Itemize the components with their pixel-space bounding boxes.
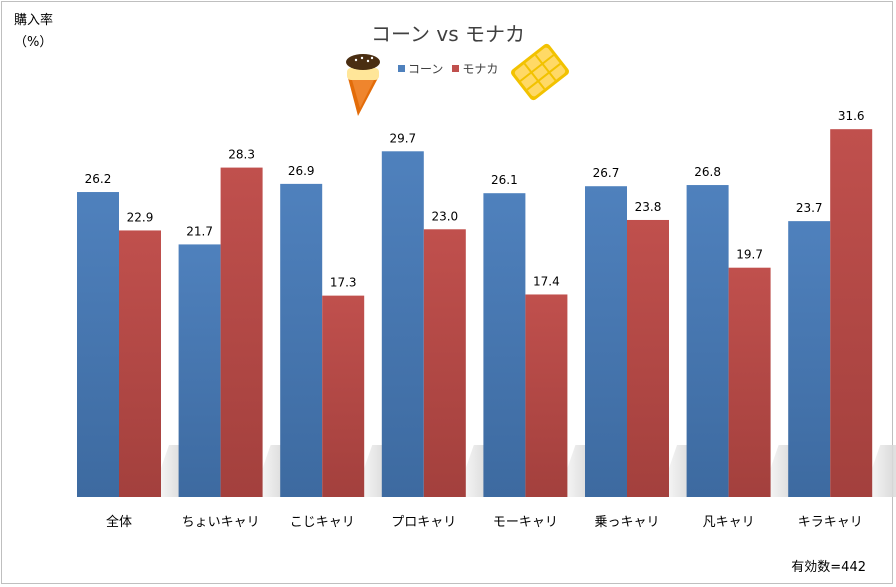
value-label: 26.8: [694, 165, 721, 179]
bar-monaka: [322, 295, 365, 497]
bar-monaka: [220, 167, 263, 497]
value-label: 23.7: [796, 201, 823, 215]
y-axis-label: 購入率 （%）: [14, 10, 53, 54]
bar-cone: [788, 221, 831, 497]
bar-cone: [585, 186, 627, 497]
value-labels-group: 26.2 22.9 21.7 28.3 26.9 17.3 29.7 23.0 26.1 17.4…: [85, 109, 865, 289]
bar-cone: [483, 193, 526, 498]
bars-group: [77, 129, 873, 498]
legend: コーン モナカ: [398, 60, 507, 77]
value-label: 26.9: [288, 164, 315, 178]
y-axis-label-line1: 購入率: [14, 13, 54, 28]
value-label: 31.6: [838, 109, 865, 123]
category-label: モーキャリ: [493, 515, 558, 530]
bar-cone: [381, 151, 424, 498]
value-label: 22.9: [127, 210, 154, 224]
bar-cone: [686, 185, 729, 497]
value-label: 23.0: [431, 209, 458, 223]
category-label: こじキャリ: [290, 515, 355, 530]
value-label: 17.4: [533, 274, 560, 288]
category-label: ちょいキャリ: [182, 515, 260, 530]
category-label: 凡キャリ: [703, 515, 755, 530]
ice-cream-cone-icon: [346, 54, 380, 116]
category-label: キラキャリ: [798, 515, 863, 530]
category-label: 全体: [106, 514, 132, 530]
bar-monaka: [728, 267, 771, 497]
legend-item-cone: コーン: [398, 60, 443, 77]
value-label: 19.7: [736, 248, 763, 262]
value-label: 17.3: [330, 276, 357, 290]
value-label: 26.7: [593, 166, 620, 180]
legend-label-cone: コーン: [408, 62, 444, 76]
legend-item-monaka: モナカ: [452, 60, 498, 77]
bar-monaka: [525, 294, 568, 497]
value-label: 29.7: [389, 131, 416, 145]
category-labels-group: 全体 ちょいキャリ こじキャリ プロキャリ モーキャリ 乗っキャリ 凡キャリ キラキャリ: [106, 514, 863, 530]
category-label: プロキャリ: [391, 515, 456, 530]
legend-label-monaka: モナカ: [462, 62, 499, 76]
bar-cone: [77, 192, 119, 498]
value-label: 21.7: [186, 224, 213, 238]
value-label: 28.3: [228, 148, 255, 162]
bar-monaka: [627, 219, 669, 497]
chart-title: コーン vs モナカ: [371, 22, 525, 46]
category-label: 乗っキャリ: [594, 515, 659, 530]
sample-size-note: 有効数=442: [791, 560, 866, 575]
bar-monaka: [830, 129, 873, 497]
bar-monaka: [423, 229, 466, 497]
y-axis-label-line2: （%）: [14, 35, 53, 50]
monaka-wafer-icon: [511, 43, 569, 101]
bar-monaka: [119, 230, 161, 497]
legend-swatch-monaka: [452, 65, 460, 72]
bar-cone: [280, 183, 323, 497]
legend-swatch-cone: [398, 65, 405, 72]
value-label: 26.2: [85, 172, 112, 186]
value-label: 23.8: [635, 200, 662, 214]
value-label: 26.1: [491, 173, 518, 187]
bar-cone: [178, 244, 221, 497]
